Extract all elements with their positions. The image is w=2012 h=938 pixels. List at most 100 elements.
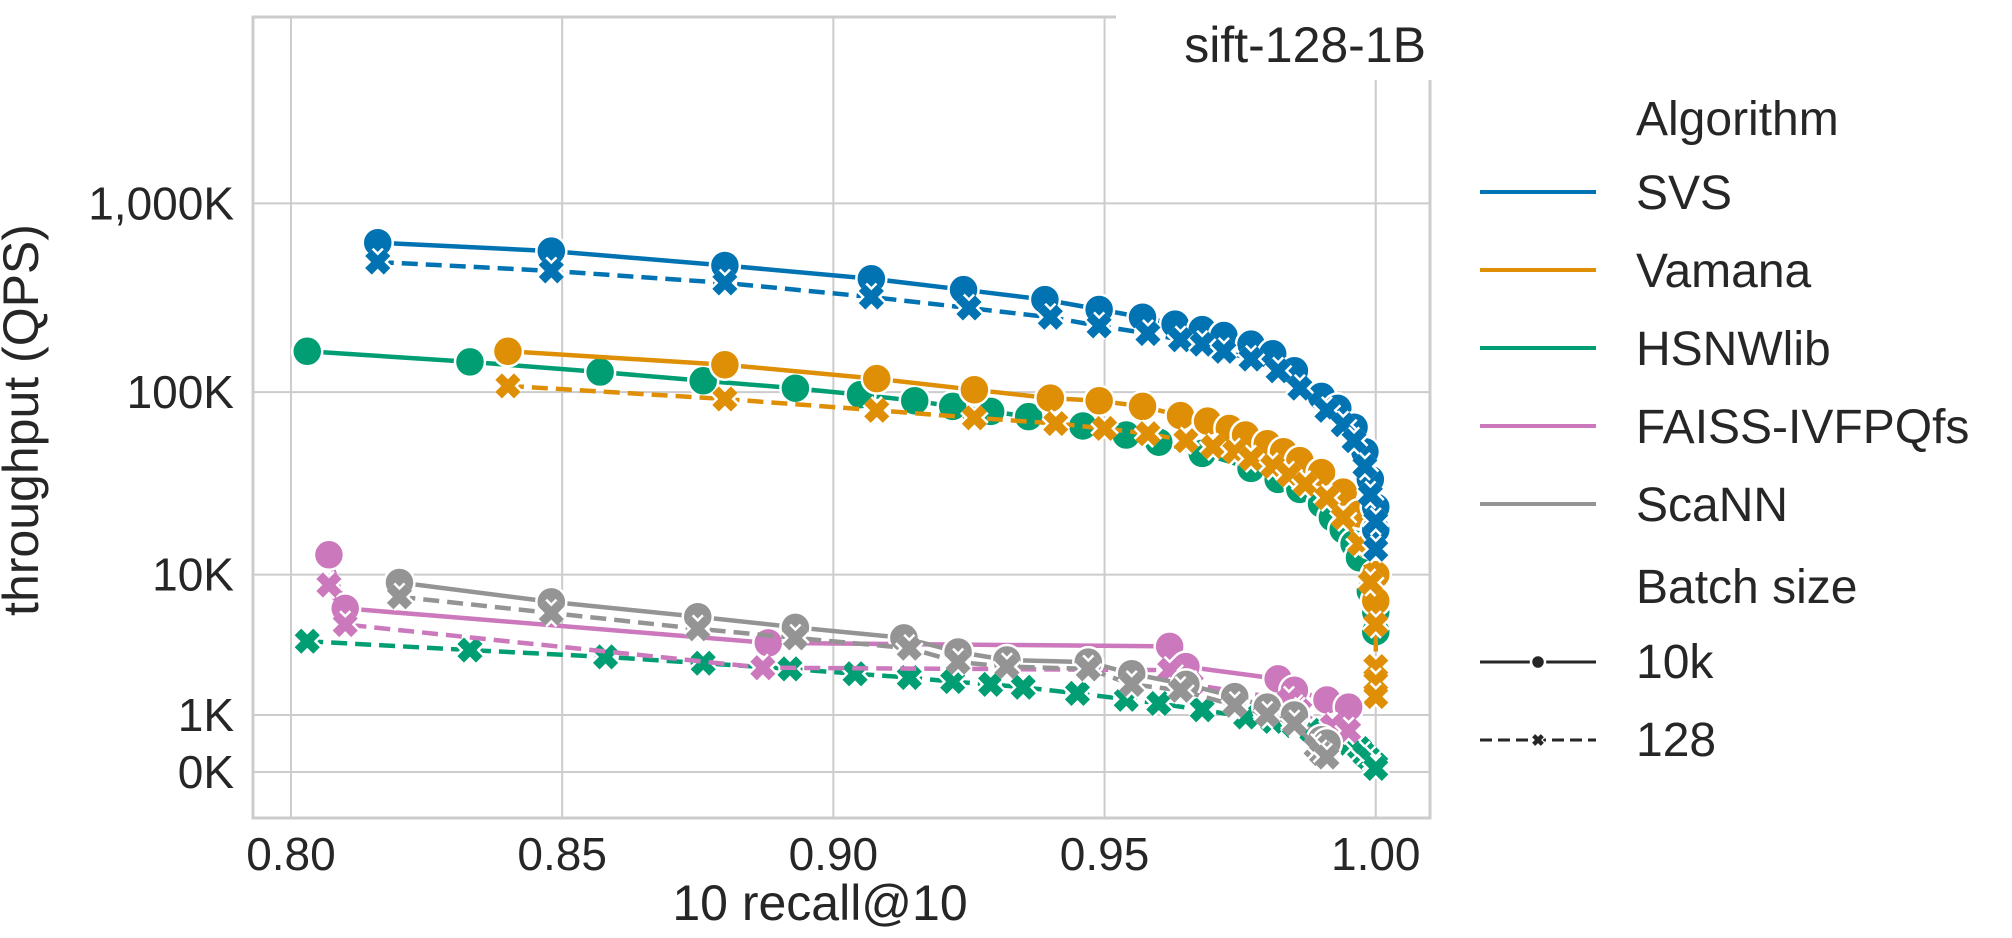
series-svs-128-point-17-stroke [1352,453,1378,479]
series-hsnwlib-10k-point-4 [779,371,812,405]
plot-frame [251,15,1432,820]
series-hsnwlib-128-point-6-stroke [896,664,922,691]
series-svs-128-point-0 [363,247,393,277]
series-hsnwlib-128-point-3-stroke [690,650,716,676]
series-hsnwlib-128-point-9-stroke [1010,674,1036,700]
series-scann-128-point-3 [781,623,810,653]
legend-item-batch-128: 128 [1480,714,1716,767]
series-vamana-128-point-21 [1361,682,1391,711]
legend-label-svs: SVS [1636,167,1732,220]
legend-style-title: Batch size [1636,561,1857,614]
series-vamana-10k-point-0 [491,335,525,368]
legend-label-hsnwlib: HSNWlib [1636,323,1831,376]
series-vamana-128-point-10 [1236,444,1266,474]
series-vamana-128 [493,371,1391,711]
y-tick-label-4: 1,000K [88,177,234,229]
series-scann-128-point-11-stroke [1254,702,1280,728]
series-hsnwlib-128-point-24-stroke [1363,755,1389,781]
series-svs-128-point-1-stroke [538,258,564,284]
series-svs-128-point-8 [1166,325,1195,355]
series-svs-128-point-13-stroke [1287,375,1313,401]
series-svs-128-point-19-stroke [1363,508,1389,535]
legend: Algorithm SVS Vamana HSNWlib FAISS-IVFPQfs S… [1480,93,1969,767]
series-svs-128-point-18-stroke [1357,482,1383,508]
series-faiss-ivfpqfs-128-point-0-stroke [316,572,342,598]
series-vamana-128-point-5-stroke [1091,415,1118,442]
series-svs-128-point-16 [1339,426,1369,456]
series-svs-128-point-8-stroke [1167,327,1194,353]
series-svs-128-point-9-stroke [1189,331,1215,357]
series-vamana-10k-point-4 [1034,381,1067,415]
series-svs-128-point-4 [954,293,984,323]
series-hsnwlib-128-point-10-stroke [1064,680,1091,706]
series-svs-128-point-10 [1209,336,1239,366]
series-faiss-ivfpqfs-128-point-2-stroke [750,655,776,681]
series-svs-128-point-7 [1133,319,1163,348]
series-scann-128-point-9 [1166,675,1195,705]
series-svs-128-point-2-stroke [712,270,738,296]
series-svs-128-point-6-stroke [1086,313,1112,339]
legend-item-batch-10k: 10k [1480,636,1714,689]
legend-marker-batch-128-stroke [1532,734,1544,746]
series-faiss-ivfpqfs-128-point-1-stroke [332,611,358,638]
series-vamana-128-point-3-stroke [961,405,987,431]
series-vamana-10k-point-2 [860,362,894,395]
series-hsnwlib-128-point-6 [894,663,924,692]
series-vamana-128-point-17-stroke [1357,569,1383,596]
x-tick-label-0: 0.80 [246,828,336,880]
series-vamana-128-point-7 [1171,426,1201,456]
series-vamana-128-point-4 [1041,409,1071,438]
series-hsnwlib-10k-point-0 [290,335,324,368]
series-hsnwlib-10k-point-1 [453,345,487,379]
series-hsnwlib-128-point-0-stroke [294,628,320,654]
plot-border [251,15,1432,820]
series-vamana-10k-point-6 [1126,390,1159,423]
series-svs-128-point-0-stroke [365,249,391,275]
series-svs-128-point-3 [856,282,886,312]
legend-item-scann: ScaNN [1480,479,1788,532]
series-vamana-10k-point-5 [1082,384,1116,418]
grid [253,17,1430,818]
series-svs-128-point-17 [1350,452,1380,481]
series-vamana-128-point-6 [1133,419,1163,449]
series-scann-128-point-0 [385,582,414,612]
series-svs-128-point-20 [1361,534,1391,564]
series-faiss-ivfpqfs-128-point-1 [330,610,360,639]
series-faiss-ivfpqfs-128-point-2 [748,653,778,683]
legend-item-svs: SVS [1480,167,1732,220]
series-scann-128-line [399,594,1329,759]
title-background [1116,8,1446,80]
series-svs-128-point-11-stroke [1238,346,1264,372]
series-hsnwlib-128-point-12-stroke [1146,690,1172,717]
series-layer [290,226,1393,783]
series-scann-128-point-5 [943,647,973,677]
series-vamana-128-point-6-stroke [1135,421,1161,447]
series-vamana-128-point-13 [1290,469,1320,499]
x-tick-label-4: 1.00 [1331,828,1421,880]
series-svs-128-point-18 [1356,480,1385,510]
series-faiss-ivfpqfs-128-point-0 [314,570,344,600]
series-vamana-128-point-21-stroke [1363,684,1389,710]
series-svs-128-point-3-stroke [858,284,884,310]
series-hsnwlib-128-point-1 [455,635,485,665]
series-scann-128-point-8 [1117,670,1147,699]
chart-title: sift-128-1B [1184,17,1426,73]
series-scann-128-point-3-stroke [782,625,808,651]
series-svs-128 [363,247,1391,564]
series-faiss-ivfpqfs-128-point-8 [1334,716,1363,746]
series-scann-128-point-7 [1073,654,1103,684]
legend-item-faiss-ivfpqfs: FAISS-IVFPQfs [1480,401,1969,454]
series-svs-128-point-19 [1361,507,1391,536]
series-hsnwlib-128-point-7 [938,667,968,696]
series-svs-128-point-2 [710,268,740,298]
series-vamana-10k-point-3 [958,373,991,407]
series-hsnwlib-128-point-9 [1008,672,1038,702]
series-scann-128-point-4-stroke [896,635,922,661]
series-scann-128-point-4 [894,633,924,663]
series-scann-128 [385,582,1342,772]
series-hsnwlib-128-point-12 [1144,689,1174,718]
series-scann-128-point-10-stroke [1222,692,1248,718]
series-vamana-128-point-3 [960,403,989,433]
